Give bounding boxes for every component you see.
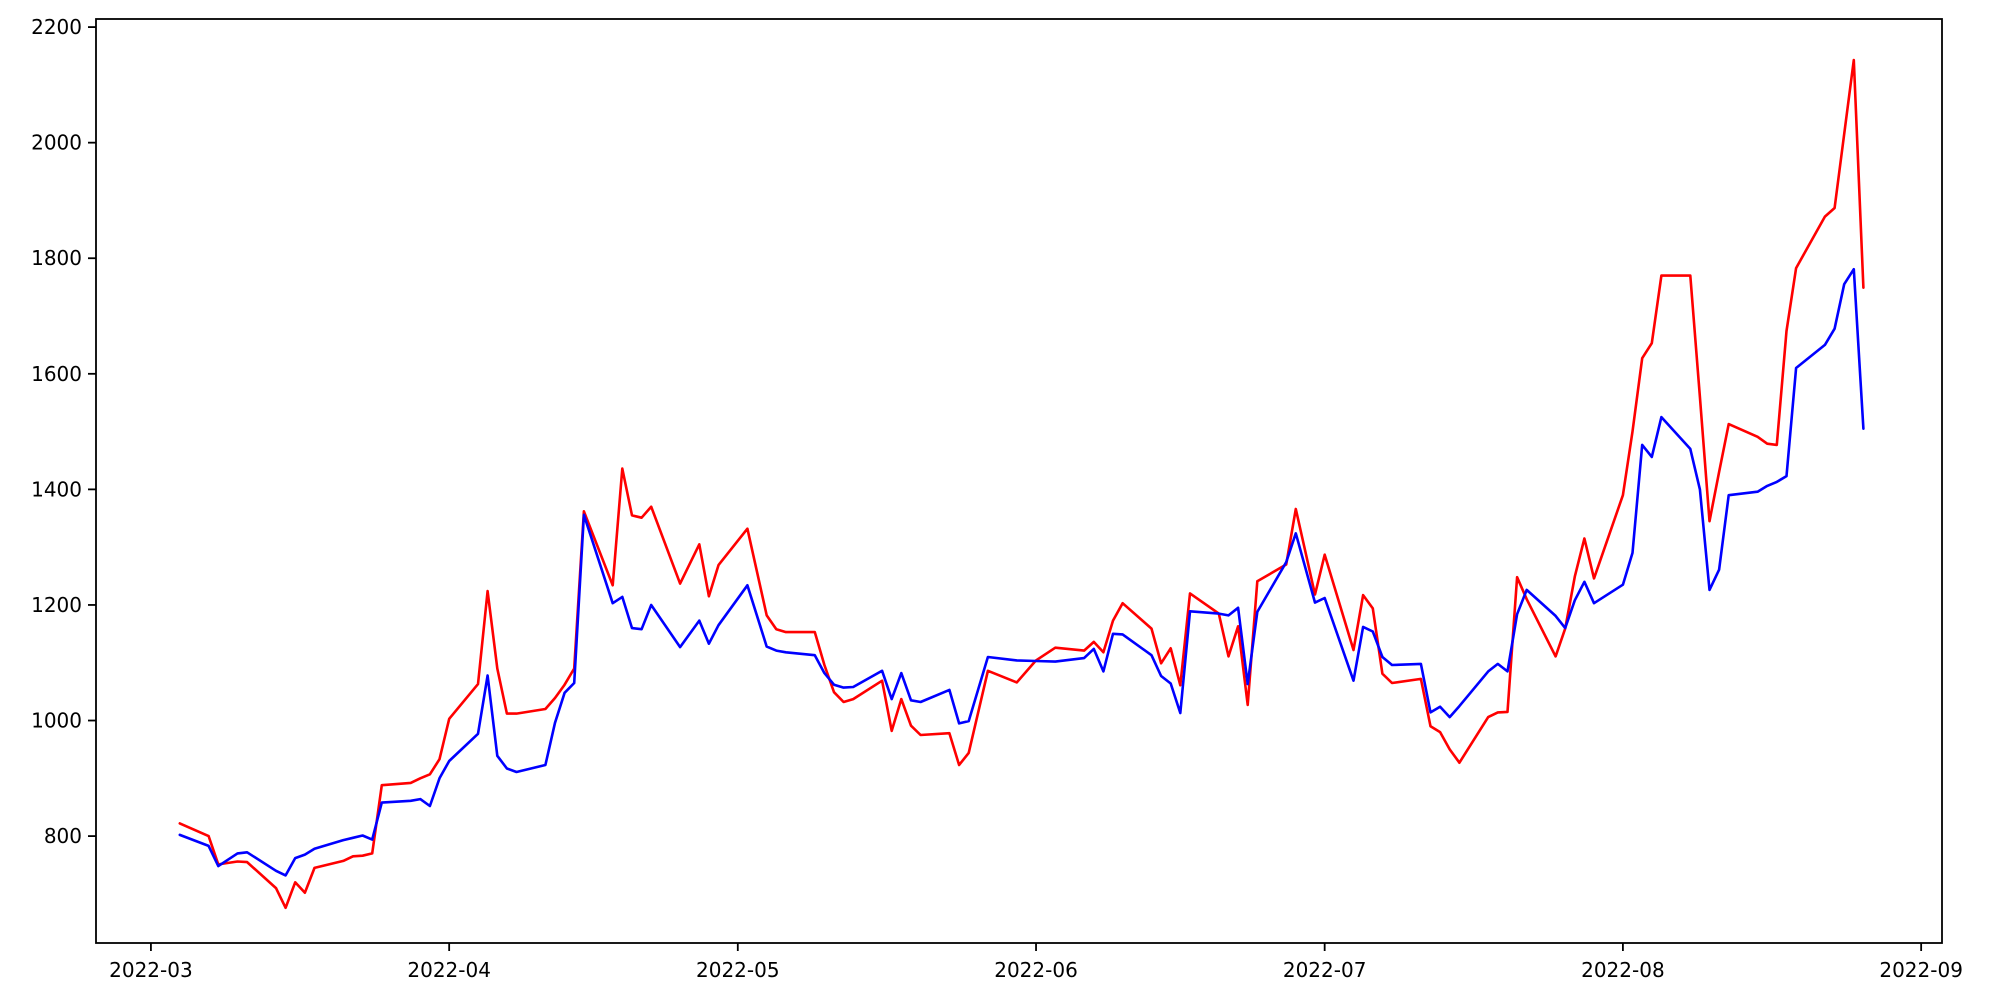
y-tick-label: 1800 (31, 246, 82, 270)
y-tick-label: 1200 (31, 593, 82, 617)
x-tick-label: 2022-03 (109, 958, 193, 982)
y-tick-label: 1600 (31, 362, 82, 386)
x-tick-label: 2022-08 (1581, 958, 1665, 982)
x-tick-label: 2022-06 (994, 958, 1078, 982)
y-tick-label: 1000 (31, 709, 82, 733)
y-tick-label: 2200 (31, 15, 82, 39)
y-tick-label: 800 (44, 824, 82, 848)
x-tick-label: 2022-04 (407, 958, 491, 982)
x-tick-label: 2022-05 (696, 958, 780, 982)
y-tick-label: 1400 (31, 477, 82, 501)
red-series-line (178, 58, 1865, 910)
axes-spines (95, 18, 1943, 944)
y-tick-label: 2000 (31, 131, 82, 155)
x-tick-label: 2022-07 (1283, 958, 1367, 982)
blue-series-line (178, 267, 1865, 877)
x-tick-label: 2022-09 (1879, 958, 1963, 982)
plot-area (96, 19, 1942, 943)
